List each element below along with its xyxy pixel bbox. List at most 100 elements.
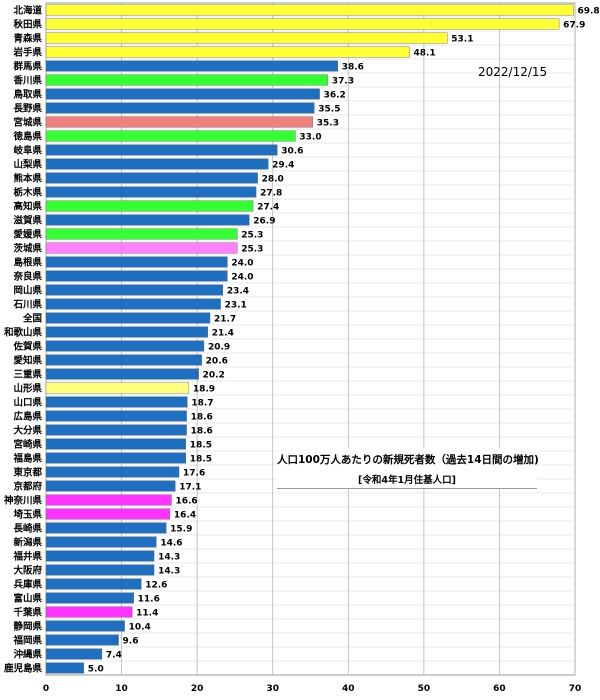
bar bbox=[45, 284, 224, 296]
bar bbox=[45, 102, 315, 114]
value-label: 35.3 bbox=[317, 119, 339, 129]
value-label: 16.4 bbox=[174, 511, 196, 521]
value-label: 36.2 bbox=[324, 91, 346, 101]
category-label: 高知県 bbox=[13, 201, 42, 213]
value-label: 15.9 bbox=[170, 525, 192, 535]
bar bbox=[45, 438, 187, 450]
category-label: 東京都 bbox=[12, 467, 42, 479]
category-label: 徳島県 bbox=[12, 131, 42, 143]
value-label: 37.3 bbox=[332, 77, 354, 87]
bar bbox=[45, 536, 157, 548]
value-label: 7.4 bbox=[106, 651, 122, 661]
bar bbox=[45, 158, 269, 170]
category-label: 山口県 bbox=[13, 397, 42, 409]
bar bbox=[45, 494, 172, 506]
value-label: 14.3 bbox=[158, 567, 180, 577]
category-label: 三重県 bbox=[13, 369, 42, 381]
value-label: 20.6 bbox=[206, 357, 228, 367]
category-label: 千葉県 bbox=[13, 607, 42, 619]
value-label: 23.4 bbox=[227, 287, 249, 297]
bar bbox=[45, 606, 133, 618]
value-label: 29.4 bbox=[272, 161, 294, 171]
category-label: 富山県 bbox=[13, 593, 42, 605]
value-label: 27.4 bbox=[257, 203, 279, 213]
category-label: 岩手県 bbox=[12, 47, 42, 59]
bar bbox=[45, 466, 180, 478]
category-label: 佐賀県 bbox=[12, 341, 42, 353]
bar bbox=[45, 354, 202, 366]
value-label: 10.4 bbox=[129, 623, 151, 633]
value-label: 24.0 bbox=[231, 273, 253, 283]
value-label: 28.0 bbox=[262, 175, 284, 185]
bar bbox=[45, 522, 167, 534]
bar bbox=[45, 186, 257, 198]
bar bbox=[45, 620, 125, 632]
category-label: 島根県 bbox=[13, 257, 42, 269]
x-tick-label: 30 bbox=[266, 684, 279, 694]
bar bbox=[45, 242, 238, 254]
bar bbox=[45, 592, 134, 604]
category-label: 広島県 bbox=[13, 411, 42, 423]
category-label: 長野県 bbox=[13, 103, 42, 115]
bar bbox=[45, 116, 313, 128]
category-label: 群馬県 bbox=[12, 61, 42, 73]
bar bbox=[45, 130, 296, 142]
bar bbox=[45, 74, 329, 86]
bar bbox=[45, 256, 228, 268]
value-label: 35.5 bbox=[318, 105, 340, 115]
category-label: 和歌山県 bbox=[3, 327, 43, 339]
bar bbox=[45, 508, 171, 520]
value-label: 18.6 bbox=[191, 427, 213, 437]
value-label: 25.3 bbox=[241, 231, 263, 241]
bar bbox=[45, 452, 187, 464]
category-label: 全国 bbox=[22, 313, 42, 325]
category-label: 大阪府 bbox=[13, 565, 42, 577]
bar bbox=[45, 46, 410, 58]
bar bbox=[45, 4, 574, 16]
value-label: 16.6 bbox=[175, 497, 197, 507]
value-label: 18.9 bbox=[193, 385, 215, 395]
bar bbox=[45, 662, 84, 674]
bar bbox=[45, 144, 278, 156]
bar bbox=[45, 634, 119, 646]
x-tick-label: 70 bbox=[569, 684, 582, 694]
bars-layer bbox=[45, 4, 574, 674]
chart-date: 2022/12/15 bbox=[478, 65, 548, 79]
value-label: 21.4 bbox=[212, 329, 234, 339]
value-label: 30.6 bbox=[281, 147, 303, 157]
value-label: 12.6 bbox=[145, 581, 167, 591]
category-label: 兵庫県 bbox=[13, 579, 42, 591]
value-label: 25.3 bbox=[241, 245, 263, 255]
bar bbox=[45, 270, 228, 282]
bar bbox=[45, 368, 199, 380]
bar bbox=[45, 410, 187, 422]
category-label: 秋田県 bbox=[12, 19, 42, 31]
category-label: 静岡県 bbox=[13, 621, 42, 633]
value-label: 33.0 bbox=[299, 133, 321, 143]
category-label: 鳥取県 bbox=[13, 89, 42, 101]
value-label: 14.3 bbox=[158, 553, 180, 563]
annotation-title: 人口100万人あたりの新規死者数（過去14日間の増加) bbox=[277, 454, 539, 466]
annotation-box: 人口100万人あたりの新規死者数（過去14日間の増加) [令和4年1月住基人口] bbox=[277, 448, 539, 489]
category-label: 長崎県 bbox=[13, 523, 42, 535]
value-label: 18.5 bbox=[190, 441, 212, 451]
value-label: 11.4 bbox=[136, 609, 158, 619]
category-label: 福島県 bbox=[12, 453, 42, 465]
value-label: 20.9 bbox=[208, 343, 230, 353]
bar bbox=[45, 18, 560, 30]
value-label: 9.6 bbox=[123, 637, 139, 647]
bar bbox=[45, 326, 208, 338]
bar bbox=[45, 200, 254, 212]
x-tick-label: 10 bbox=[115, 684, 128, 694]
bar bbox=[45, 32, 448, 44]
bar bbox=[45, 564, 155, 576]
value-label: 48.1 bbox=[413, 49, 435, 59]
category-label: 岐阜県 bbox=[13, 145, 42, 157]
bar bbox=[45, 340, 205, 352]
x-tick-label: 50 bbox=[418, 684, 431, 694]
bar bbox=[45, 228, 238, 240]
axis-layer: 0 10 20 30 40 50 60 70 北海道 69.8 秋田県 67.9 青森県 53.1 岩手県 4… bbox=[3, 5, 600, 695]
bar bbox=[45, 312, 211, 324]
value-label: 18.7 bbox=[191, 399, 213, 409]
bar bbox=[45, 550, 155, 562]
